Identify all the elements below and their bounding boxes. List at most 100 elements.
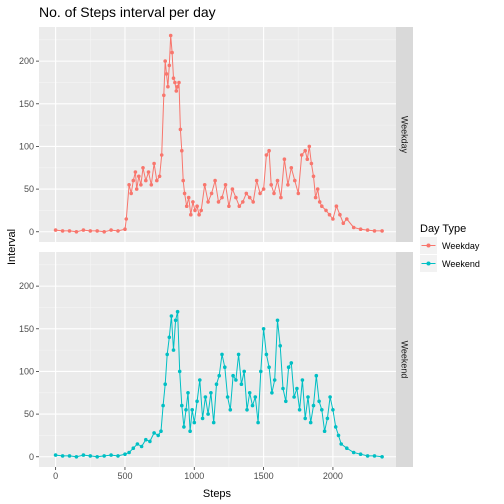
data-point bbox=[223, 365, 227, 370]
data-point bbox=[314, 373, 319, 378]
data-point bbox=[328, 395, 332, 399]
data-point bbox=[178, 127, 183, 132]
data-point bbox=[305, 157, 310, 161]
legend-key-point bbox=[426, 261, 431, 266]
series-weekend bbox=[53, 309, 384, 459]
panel-weekday: Weekday bbox=[39, 27, 413, 242]
data-point bbox=[186, 195, 191, 200]
data-point bbox=[163, 382, 167, 387]
data-point bbox=[322, 429, 327, 434]
y-tick-label: 0 bbox=[29, 227, 34, 237]
data-point bbox=[264, 153, 269, 157]
data-point bbox=[81, 453, 86, 457]
data-point bbox=[275, 318, 280, 323]
data-point bbox=[234, 378, 238, 382]
data-point bbox=[311, 174, 316, 179]
data-point bbox=[171, 348, 176, 352]
data-point bbox=[184, 408, 188, 412]
data-point bbox=[286, 365, 291, 370]
data-point bbox=[161, 403, 165, 408]
strip-background bbox=[396, 252, 413, 467]
data-point bbox=[173, 80, 177, 85]
data-point bbox=[168, 33, 173, 38]
data-point bbox=[81, 228, 86, 232]
data-point bbox=[131, 446, 136, 451]
data-point bbox=[177, 80, 181, 85]
legend-key-weekday bbox=[420, 237, 437, 254]
legend-key-point bbox=[426, 243, 431, 248]
data-point bbox=[220, 195, 224, 200]
data-point bbox=[270, 391, 274, 395]
data-point bbox=[209, 391, 213, 395]
legend-label-weekday: Weekday bbox=[442, 241, 480, 251]
data-point bbox=[152, 161, 156, 166]
series-weekday bbox=[53, 33, 384, 234]
data-point bbox=[231, 373, 235, 378]
data-point bbox=[197, 212, 201, 217]
data-point bbox=[365, 454, 370, 458]
data-point bbox=[324, 208, 328, 213]
data-point bbox=[182, 191, 187, 196]
data-point bbox=[241, 200, 245, 204]
data-point bbox=[127, 450, 131, 455]
data-point bbox=[339, 442, 344, 446]
data-point bbox=[74, 230, 79, 234]
data-point bbox=[198, 378, 202, 382]
strip-background bbox=[396, 27, 413, 242]
data-point bbox=[173, 318, 178, 323]
x-axis-title: Steps bbox=[203, 488, 232, 500]
data-point bbox=[95, 229, 99, 233]
data-point bbox=[250, 403, 255, 408]
data-point bbox=[174, 89, 179, 93]
data-point bbox=[88, 229, 93, 233]
data-point bbox=[341, 221, 346, 225]
data-point bbox=[306, 395, 310, 399]
y-tick-label: 150 bbox=[19, 99, 34, 109]
data-point bbox=[228, 408, 233, 412]
y-tick-label: 100 bbox=[19, 366, 34, 376]
data-point bbox=[247, 391, 252, 395]
legend-label-weekend: Weekend bbox=[442, 259, 480, 269]
data-point bbox=[175, 84, 180, 89]
data-point bbox=[284, 399, 288, 404]
data-point bbox=[177, 369, 182, 374]
y-tick-label: 200 bbox=[19, 281, 34, 291]
strip-label-weekend: Weekend bbox=[400, 341, 410, 379]
y-tick-label: 150 bbox=[19, 324, 34, 334]
data-point bbox=[175, 309, 180, 314]
data-point bbox=[299, 153, 304, 157]
data-point bbox=[167, 63, 172, 68]
data-point bbox=[303, 148, 308, 153]
data-point bbox=[286, 183, 290, 187]
data-point bbox=[53, 453, 58, 457]
data-point bbox=[139, 183, 143, 187]
data-point bbox=[372, 229, 377, 233]
data-point bbox=[338, 212, 342, 217]
data-point bbox=[162, 93, 166, 98]
data-point bbox=[247, 195, 252, 200]
data-point bbox=[159, 429, 163, 434]
data-point bbox=[225, 395, 230, 399]
data-point bbox=[146, 170, 151, 174]
data-point bbox=[380, 229, 384, 233]
x-axis: 0 500 1000 1500 2000 bbox=[53, 467, 343, 481]
data-point bbox=[164, 72, 169, 76]
x-tick-label: 2000 bbox=[323, 471, 343, 481]
x-tick-label: 1500 bbox=[254, 471, 274, 481]
data-point bbox=[116, 454, 120, 458]
data-point bbox=[289, 166, 294, 170]
data-point bbox=[230, 187, 235, 191]
data-point bbox=[245, 408, 249, 412]
data-point bbox=[258, 191, 262, 196]
y-tick-label: 50 bbox=[24, 409, 34, 419]
y-tick-label: 50 bbox=[24, 184, 34, 194]
data-point bbox=[313, 195, 318, 200]
data-point bbox=[139, 444, 144, 449]
data-point bbox=[315, 187, 320, 191]
data-point bbox=[188, 429, 192, 434]
chart-title: No. of Steps interval per day bbox=[39, 4, 216, 20]
data-point bbox=[372, 454, 377, 458]
panel-grid bbox=[39, 27, 396, 242]
legend: Day Type Weekday Weekend bbox=[420, 223, 480, 272]
